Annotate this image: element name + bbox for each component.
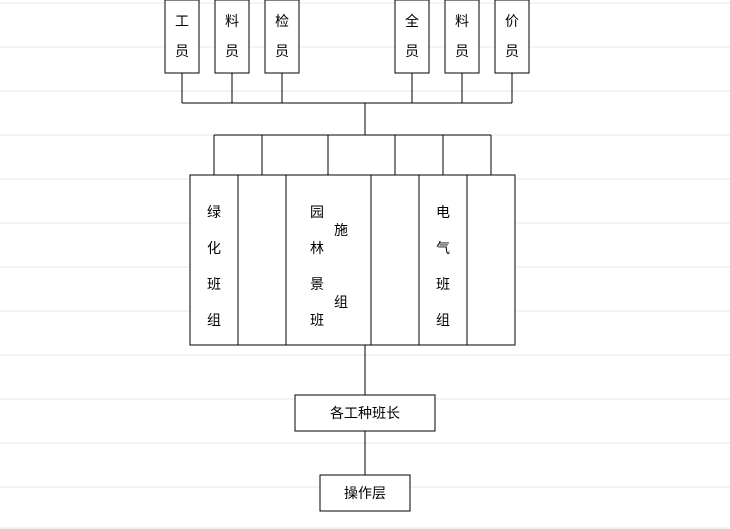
role-4-box — [395, 0, 429, 73]
team-3-box — [286, 175, 371, 345]
role-2-box — [215, 0, 249, 73]
team-6-box — [467, 175, 515, 345]
operation-layer-label: 操作层 — [344, 486, 386, 502]
team-4-box — [371, 175, 419, 345]
role-1-box — [165, 0, 199, 73]
role-6-box — [495, 0, 529, 73]
team-2-box — [238, 175, 286, 345]
team-leaders-label: 各工种班长 — [330, 406, 400, 422]
role-5-box — [445, 0, 479, 73]
role-3-box — [265, 0, 299, 73]
